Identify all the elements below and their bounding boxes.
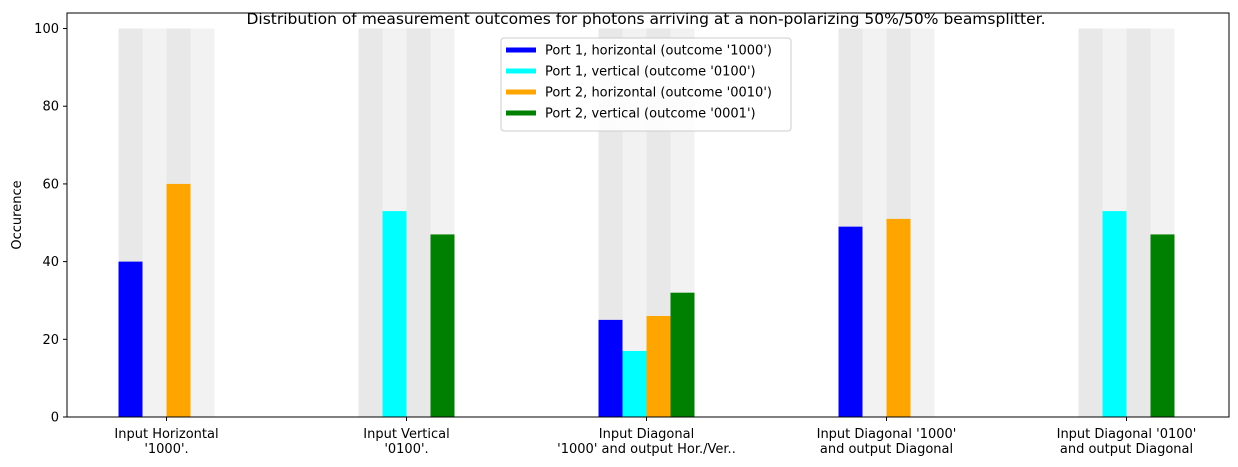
legend-label: Port 2, horizontal (outcome '0010') [545,86,772,101]
x-tick-label: Input Horizontal [114,427,218,442]
background-bar [358,28,383,418]
bar [1150,234,1175,417]
bar [1102,211,1127,417]
x-tick-label: '1000' and output Hor./Ver.. [557,442,736,457]
bar [430,234,455,417]
legend-label: Port 2, vertical (outcome '0001') [545,107,756,122]
x-tick-label: Input Diagonal [599,427,694,442]
bar [598,319,623,417]
bar [886,218,911,417]
bar [838,226,863,417]
y-tick-label: 60 [42,177,59,192]
x-tick-label: Input Vertical [363,427,449,442]
y-axis: 0 20 40 60 80 100 [34,22,67,426]
x-tick-label: '0100'. [384,442,428,457]
background-bar [406,28,431,418]
y-tick-label: 0 [51,411,59,426]
data-bars [118,183,1175,417]
y-axis-label: Occurence [10,180,25,249]
x-axis: Input Horizontal'1000'. Input Vertical'01… [114,417,1196,457]
legend-label: Port 1, horizontal (outcome '1000') [545,44,772,59]
y-tick-label: 40 [42,255,59,270]
y-tick-label: 20 [42,333,59,348]
background-bars [118,28,1175,418]
bar [118,261,143,417]
x-tick-label: '1000'. [144,442,188,457]
y-tick-label: 80 [42,100,59,115]
x-tick-label: Input Diagonal '0100' [1057,427,1197,442]
legend-label: Port 1, vertical (outcome '0100') [545,65,756,80]
x-tick-label: and output Diagonal [820,442,953,457]
background-bar [862,28,887,418]
background-bar [190,28,215,418]
y-tick-label: 100 [34,22,59,37]
legend: Port 1, horizontal (outcome '1000') Port … [500,37,792,132]
plot-frame [66,12,1230,418]
legend-box [500,37,792,132]
bar [622,350,647,417]
background-bar [910,28,935,418]
bar [382,211,407,417]
x-tick-label: and output Diagonal [1060,442,1193,457]
x-tick-label: Input Diagonal '1000' [817,427,957,442]
bar [670,292,695,417]
chart-title: Distribution of measurement outcomes for… [246,10,1045,28]
background-bar [1126,28,1151,418]
background-bar [142,28,167,418]
bar [166,183,191,417]
background-bar [1078,28,1103,418]
bar [646,316,671,417]
